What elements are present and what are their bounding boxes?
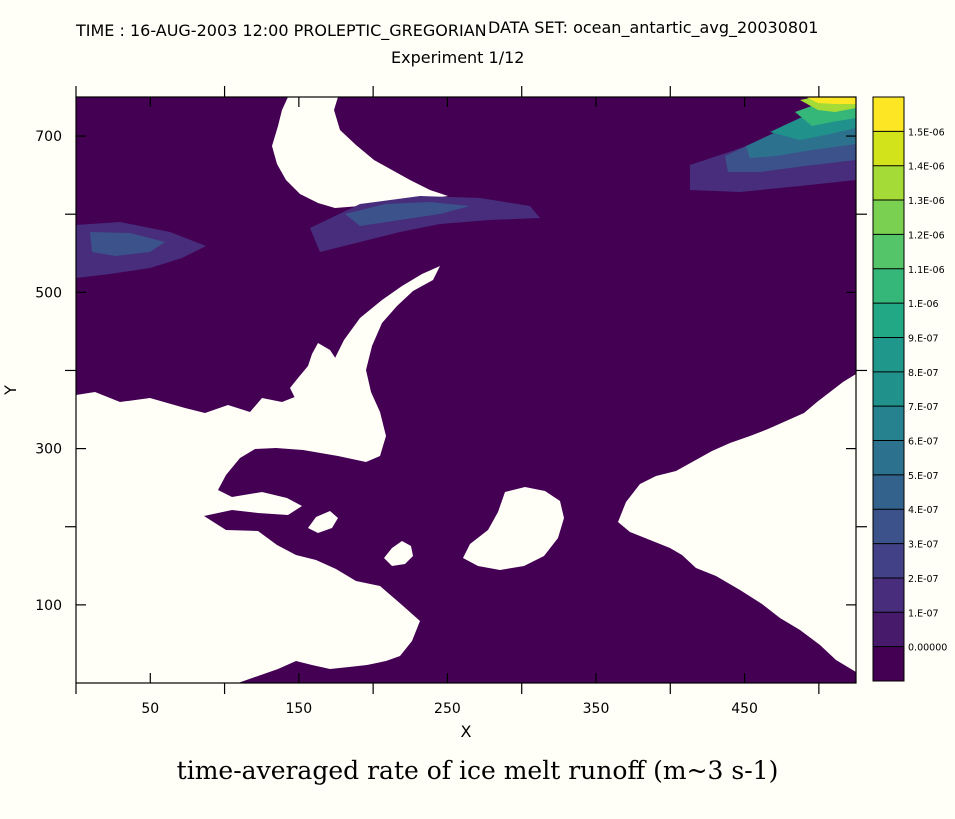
melt-plume — [90, 232, 165, 256]
x-tick-label: 250 — [434, 701, 461, 717]
colorbar-swatch — [873, 303, 904, 338]
colorbar-label: 6.E-07 — [908, 437, 939, 448]
y-axis: 100 300 500 700 — [35, 129, 867, 614]
colorbar-label: 1.3E-06 — [908, 196, 945, 207]
colorbar-swatch — [873, 646, 904, 682]
colorbar-label: 2.E-07 — [908, 574, 939, 585]
colorbar-label: 5.E-07 — [908, 471, 939, 482]
x-axis-label: X — [461, 722, 472, 741]
land-mass-north — [272, 97, 448, 208]
plot-area — [76, 97, 856, 683]
experiment-label: Experiment 1/12 — [391, 48, 525, 67]
colorbar: 1.5E-06 1.4E-06 1.3E-06 1.2E-06 1.1E-06 1.E-0… — [872, 96, 947, 682]
colorbar-label: 1.E-06 — [908, 299, 939, 310]
colorbar-swatch — [873, 406, 904, 442]
melt-plume — [345, 202, 470, 226]
dataset-label: DATA SET: ocean_antartic_avg_20030801 — [488, 18, 819, 37]
colorbar-label: 8.E-07 — [908, 368, 939, 379]
land-mass-antarctica — [76, 266, 440, 683]
chart-title: time-averaged rate of ice melt runoff (m… — [176, 756, 779, 785]
y-axis-label: Y — [1, 385, 20, 396]
colorbar-swatch — [873, 97, 904, 132]
colorbar-swatch — [873, 200, 904, 235]
time-label: TIME : 16-AUG-2003 12:00 PROLEPTIC_GREGO… — [76, 21, 487, 40]
colorbar-swatch — [873, 165, 904, 201]
colorbar-label: 9.E-07 — [908, 333, 939, 344]
land-island — [463, 487, 564, 570]
colorbar-swatch — [873, 440, 904, 476]
colorbar-swatch — [873, 543, 904, 579]
y-tick-label: 700 — [35, 129, 62, 145]
colorbar-swatch — [873, 371, 904, 407]
colorbar-swatch — [873, 268, 904, 304]
x-tick-label: 150 — [285, 701, 312, 717]
colorbar-swatch — [873, 337, 904, 373]
colorbar-swatch — [873, 509, 904, 545]
colorbar-label: 1.5E-06 — [908, 127, 945, 138]
x-axis: 50 150 250 350 450 — [75, 86, 820, 717]
colorbar-swatch — [873, 577, 904, 613]
colorbar-label: 4.E-07 — [908, 505, 939, 516]
colorbar-swatch — [873, 612, 904, 648]
land-mass-peninsula — [290, 343, 339, 404]
colorbar-swatch — [873, 234, 904, 270]
x-tick-label: 350 — [583, 701, 610, 717]
land-mass-east — [618, 374, 856, 672]
land-island — [384, 541, 413, 566]
colorbar-label: 1.E-07 — [908, 608, 939, 619]
colorbar-label: 1.2E-06 — [908, 230, 945, 241]
colorbar-label: 1.4E-06 — [908, 162, 945, 173]
colorbar-label: 3.E-07 — [908, 540, 939, 551]
y-tick-label: 100 — [35, 598, 62, 614]
x-tick-label: 50 — [141, 701, 159, 717]
land-island — [308, 511, 338, 533]
y-tick-label: 500 — [35, 285, 62, 301]
colorbar-label: 7.E-07 — [908, 402, 939, 413]
colorbar-swatch — [873, 131, 904, 167]
colorbar-label: 1.1E-06 — [908, 265, 945, 276]
colorbar-frame — [872, 96, 905, 682]
x-tick-label: 450 — [731, 701, 758, 717]
plot-frame — [75, 96, 857, 684]
y-tick-label: 300 — [35, 442, 62, 458]
colorbar-label: 0.00000 — [908, 643, 947, 654]
colorbar-swatch — [873, 474, 904, 510]
melt-plume — [806, 97, 856, 104]
